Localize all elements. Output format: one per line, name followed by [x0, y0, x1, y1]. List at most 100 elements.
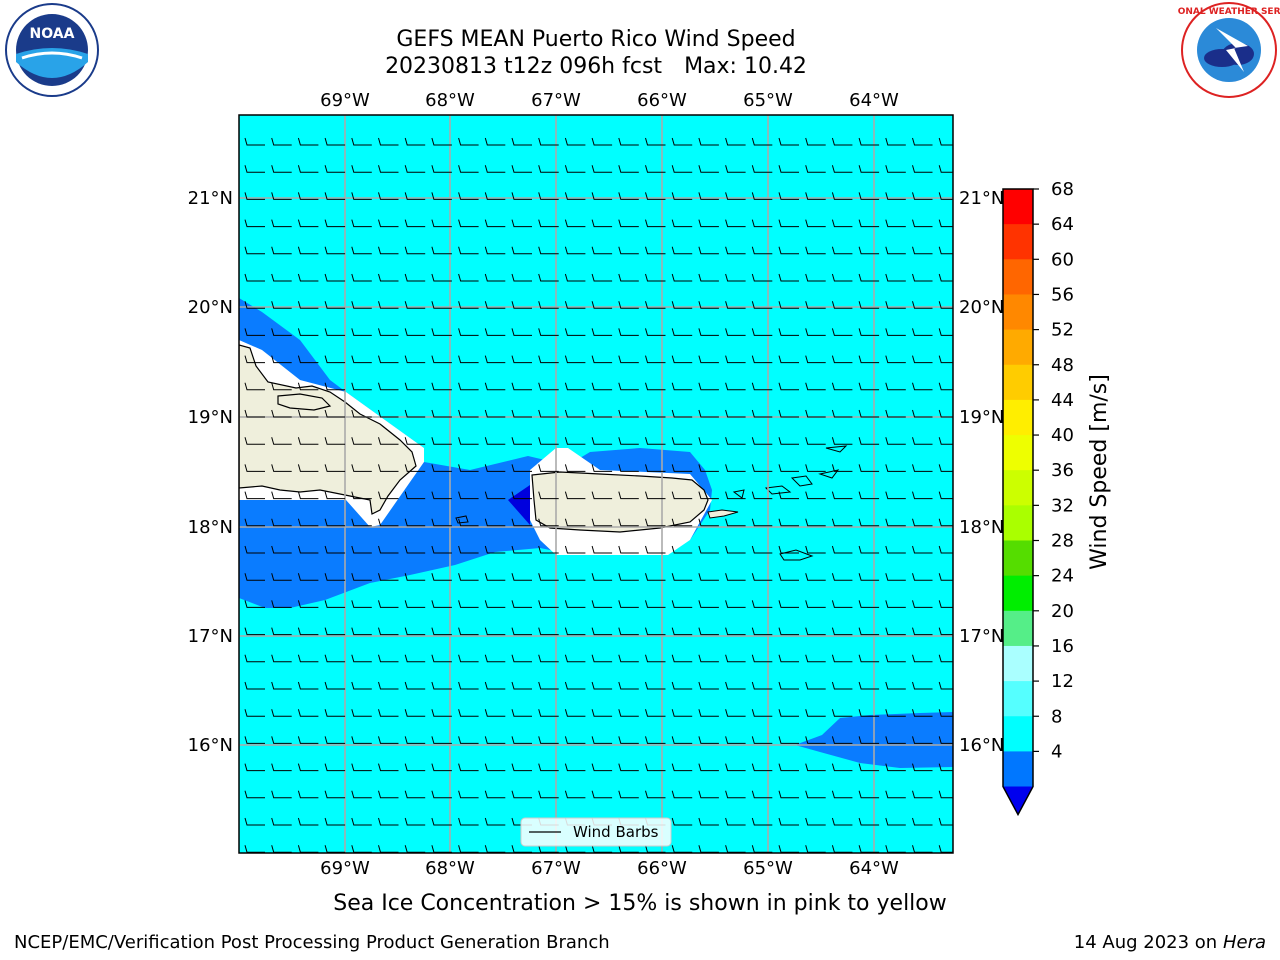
wind-barb: [458, 573, 479, 581]
wind-barb: [751, 545, 773, 554]
wind-barb: [564, 137, 586, 146]
wind-barb: [751, 165, 773, 173]
wind-barb: [564, 328, 586, 336]
wind-barb: [751, 301, 773, 309]
wind-barb: [297, 573, 319, 581]
wind-barb: [725, 464, 746, 472]
wind-barb: [458, 681, 479, 690]
wind-barb: [511, 437, 532, 445]
colorbar-tick-label: 44: [1051, 390, 1074, 411]
wind-barb: [645, 273, 666, 282]
wind-barb: [378, 328, 399, 336]
wind-barb: [538, 246, 559, 255]
wind-barb: [778, 845, 799, 853]
max-label: Max: 10.42: [684, 54, 807, 79]
wind-barb: [805, 409, 826, 418]
wind-barb: [484, 518, 506, 527]
wind-barb: [645, 409, 666, 418]
wind-barb: [404, 464, 426, 472]
wind-barb: [778, 273, 799, 282]
wind-barb: [351, 573, 372, 581]
wind-barb: [618, 409, 639, 418]
colorbar-tick-label: 16: [1051, 636, 1074, 657]
wind-barb: [538, 355, 559, 364]
wind-barb: [778, 763, 799, 772]
colorbar-segment: [1003, 364, 1033, 401]
wind-barb: [431, 627, 452, 636]
wind-barb: [244, 137, 265, 146]
wind-barb: [671, 165, 693, 173]
lat-tick-left: 21°N: [188, 188, 233, 209]
wind-barb: [778, 219, 799, 228]
wind-barb: [618, 273, 639, 282]
wind-barb: [404, 328, 426, 336]
colorbar-tick-label: 68: [1051, 179, 1074, 200]
wind-barb: [404, 573, 426, 581]
wind-barb: [458, 790, 479, 799]
wind-barb: [297, 437, 319, 445]
wind-barb: [698, 382, 719, 391]
wind-barb: [378, 137, 399, 146]
wind-barb: [831, 301, 853, 309]
wind-barb: [885, 137, 906, 146]
wind-barb: [885, 328, 906, 336]
footer-date: 14 Aug 2023 on Hera: [1074, 932, 1266, 953]
wind-barb: [645, 790, 666, 799]
wind-barb: [725, 409, 746, 418]
wind-barb: [751, 709, 773, 717]
wind-barb: [645, 518, 666, 527]
wind-barb: [431, 464, 452, 472]
wind-barb: [324, 654, 346, 663]
wind-barb: [244, 817, 265, 826]
wind-barb: [404, 817, 426, 826]
wind-barb: [805, 518, 826, 527]
wind-barb: [831, 491, 853, 500]
wind-barb: [378, 790, 399, 799]
wind-barb: [938, 817, 953, 826]
wind-barb: [671, 654, 693, 663]
wind-barb: [912, 301, 933, 309]
wind-barb: [431, 845, 452, 853]
wind-barb: [831, 817, 853, 826]
wind-barb: [618, 491, 639, 500]
wind-barb: [751, 464, 773, 472]
wind-barb: [297, 600, 319, 608]
wind-barb: [351, 845, 372, 853]
colorbar-tick-label: 36: [1051, 460, 1074, 481]
wind-barb: [297, 736, 319, 744]
wind-barb: [378, 192, 399, 200]
wind-barb: [805, 681, 826, 690]
colorbar-tick-label: 4: [1051, 741, 1062, 762]
wind-barb: [484, 273, 506, 282]
wind-barb: [538, 545, 559, 554]
wind-barb: [244, 545, 265, 554]
wind-barb: [431, 681, 452, 690]
wind-barb: [511, 328, 532, 336]
wind-barb: [938, 328, 953, 336]
colorbar-segment: [1003, 505, 1033, 541]
wind-barb: [698, 518, 719, 527]
wind-barb: [858, 273, 880, 282]
wind-barb: [324, 246, 346, 255]
wind-barb: [698, 273, 719, 282]
wind-barb: [645, 382, 666, 391]
wind-barb: [858, 409, 880, 418]
wind-barb: [645, 627, 666, 636]
wind-barb: [484, 219, 506, 228]
wind-barb: [912, 709, 933, 717]
wind-barb: [618, 763, 639, 772]
wind-barb: [431, 736, 452, 744]
lat-tick-left: 16°N: [188, 735, 233, 756]
wind-barb: [458, 845, 479, 853]
wind-barb: [404, 137, 426, 146]
wind-barb: [645, 464, 666, 472]
wind-barb: [538, 573, 559, 581]
wind-barb: [805, 790, 826, 799]
wind-barb: [698, 301, 719, 309]
wind-barb: [858, 545, 880, 554]
lat-tick-right: 19°N: [959, 407, 1004, 428]
wind-barb: [725, 355, 746, 364]
wind-barb: [831, 355, 853, 364]
wind-barbs: [244, 137, 953, 853]
wind-barb: [858, 845, 880, 853]
